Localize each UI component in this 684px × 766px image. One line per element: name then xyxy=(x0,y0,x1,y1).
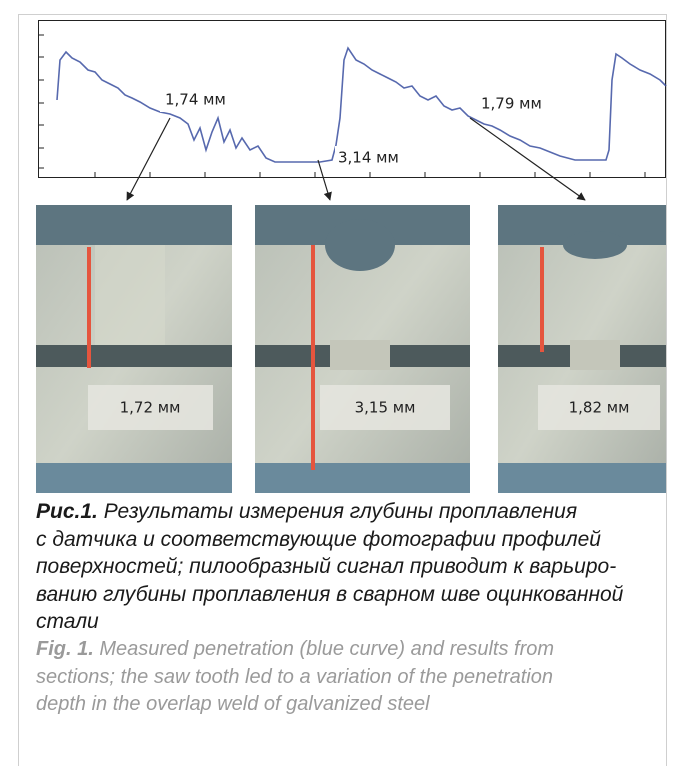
plot-label: 1,74 мм xyxy=(165,91,226,109)
caption-line: стали xyxy=(36,608,666,636)
caption-line: с датчика и соответствующие фотографии п… xyxy=(36,526,666,554)
caption-en: Fig. 1. Measured penetration (blue curve… xyxy=(36,636,666,719)
photo: 3,15 мм xyxy=(255,205,470,493)
caption-line: Measured penetration (blue curve) and re… xyxy=(99,638,554,660)
caption-line: поверхностей; пилообразный сигнал привод… xyxy=(36,553,666,581)
caption-ru: Рис.1. Результаты измерения глубины проп… xyxy=(36,498,666,636)
photo-label: 3,15 мм xyxy=(355,399,416,417)
photo-label: 1,72 мм xyxy=(120,399,181,417)
caption-line: sections; the saw tooth led to a variati… xyxy=(36,664,666,692)
page: 1,74 мм 3,14 мм 1,79 мм 1,72 мм 3,15 мм xyxy=(0,0,684,766)
photo: 1,72 мм xyxy=(36,205,232,493)
caption-line: Результаты измерения глубины проплавлени… xyxy=(104,500,577,523)
caption-label: Рис.1. xyxy=(36,500,98,523)
photo: 1,82 мм xyxy=(498,205,666,493)
signal-plot: 1,74 мм 3,14 мм 1,79 мм xyxy=(39,21,667,178)
plot-label: 1,79 мм xyxy=(481,95,542,113)
caption-label: Fig. 1. xyxy=(36,638,94,660)
caption-line: ванию глубины проплавления в сварном шве… xyxy=(36,581,666,609)
caption-line: depth in the overlap weld of galvanized … xyxy=(36,691,666,719)
plot-label: 3,14 мм xyxy=(338,149,399,167)
photo-label: 1,82 мм xyxy=(569,399,630,417)
